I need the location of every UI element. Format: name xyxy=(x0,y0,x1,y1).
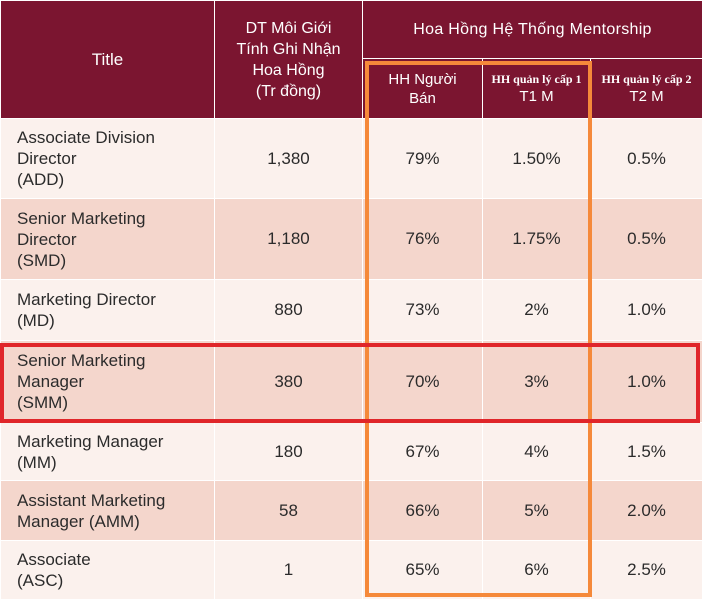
cell-dt: 380 xyxy=(215,341,363,423)
cell-hh: 65% xyxy=(363,541,483,600)
cell-t1: 3% xyxy=(483,341,591,423)
cell-hh: 66% xyxy=(363,481,483,541)
cell-title: Marketing Director (MD) xyxy=(1,280,215,341)
header-hh-seller: HH Người Bán xyxy=(363,59,483,119)
table-row: Marketing Director (MD) 880 73% 2% 1.0% xyxy=(1,280,702,341)
table-row-highlighted: Senior Marketing Manager (SMM) 380 70% 3… xyxy=(1,341,702,423)
cell-t2: 2.5% xyxy=(591,541,702,600)
cell-t1: 1.50% xyxy=(483,119,591,199)
header-title: Title xyxy=(1,1,215,119)
table-row: Senior Marketing Director (SMD) 1,180 76… xyxy=(1,199,702,280)
header-mentorship-group: Hoa Hồng Hệ Thống Mentorship xyxy=(363,1,702,59)
cell-t2: 0.5% xyxy=(591,199,702,280)
cell-t1: 4% xyxy=(483,423,591,481)
cell-dt: 1 xyxy=(215,541,363,600)
cell-title: Senior Marketing Director (SMD) xyxy=(1,199,215,280)
table-header: Title DT Môi Giới Tính Ghi Nhận Hoa Hồng… xyxy=(1,1,702,119)
cell-hh: 76% xyxy=(363,199,483,280)
cell-t2: 0.5% xyxy=(591,119,702,199)
cell-t1: 6% xyxy=(483,541,591,600)
header-dt-revenue: DT Môi Giới Tính Ghi Nhận Hoa Hồng (Tr đ… xyxy=(215,1,363,119)
cell-title: Assistant Marketing Manager (AMM) xyxy=(1,481,215,541)
table-row: Marketing Manager (MM) 180 67% 4% 1.5% xyxy=(1,423,702,481)
cell-t1: 5% xyxy=(483,481,591,541)
cell-title: Marketing Manager (MM) xyxy=(1,423,215,481)
table-body: Associate Division Director (ADD) 1,380 … xyxy=(1,119,702,600)
cell-dt: 58 xyxy=(215,481,363,541)
header-t1-code: T1 M xyxy=(483,87,590,106)
table-row: Associate (ASC) 1 65% 6% 2.5% xyxy=(1,541,702,600)
header-t2-manager: HH quản lý cấp 2 T2 M xyxy=(591,59,702,119)
header-t2-label: HH quản lý cấp 2 xyxy=(591,72,702,87)
table-row: Assistant Marketing Manager (AMM) 58 66%… xyxy=(1,481,702,541)
cell-t1: 2% xyxy=(483,280,591,341)
cell-dt: 1,180 xyxy=(215,199,363,280)
cell-hh: 79% xyxy=(363,119,483,199)
cell-hh: 70% xyxy=(363,341,483,423)
cell-dt: 1,380 xyxy=(215,119,363,199)
cell-t2: 2.0% xyxy=(591,481,702,541)
cell-title: Senior Marketing Manager (SMM) xyxy=(1,341,215,423)
header-t1-manager: HH quản lý cấp 1 T1 M xyxy=(483,59,591,119)
cell-dt: 180 xyxy=(215,423,363,481)
cell-hh: 73% xyxy=(363,280,483,341)
header-t1-label: HH quản lý cấp 1 xyxy=(483,72,590,87)
cell-title: Associate (ASC) xyxy=(1,541,215,600)
table-row: Associate Division Director (ADD) 1,380 … xyxy=(1,119,702,199)
cell-t2: 1.0% xyxy=(591,341,702,423)
cell-dt: 880 xyxy=(215,280,363,341)
header-t2-code: T2 M xyxy=(591,87,702,106)
cell-t1: 1.75% xyxy=(483,199,591,280)
cell-hh: 67% xyxy=(363,423,483,481)
cell-t2: 1.0% xyxy=(591,280,702,341)
cell-title: Associate Division Director (ADD) xyxy=(1,119,215,199)
cell-t2: 1.5% xyxy=(591,423,702,481)
